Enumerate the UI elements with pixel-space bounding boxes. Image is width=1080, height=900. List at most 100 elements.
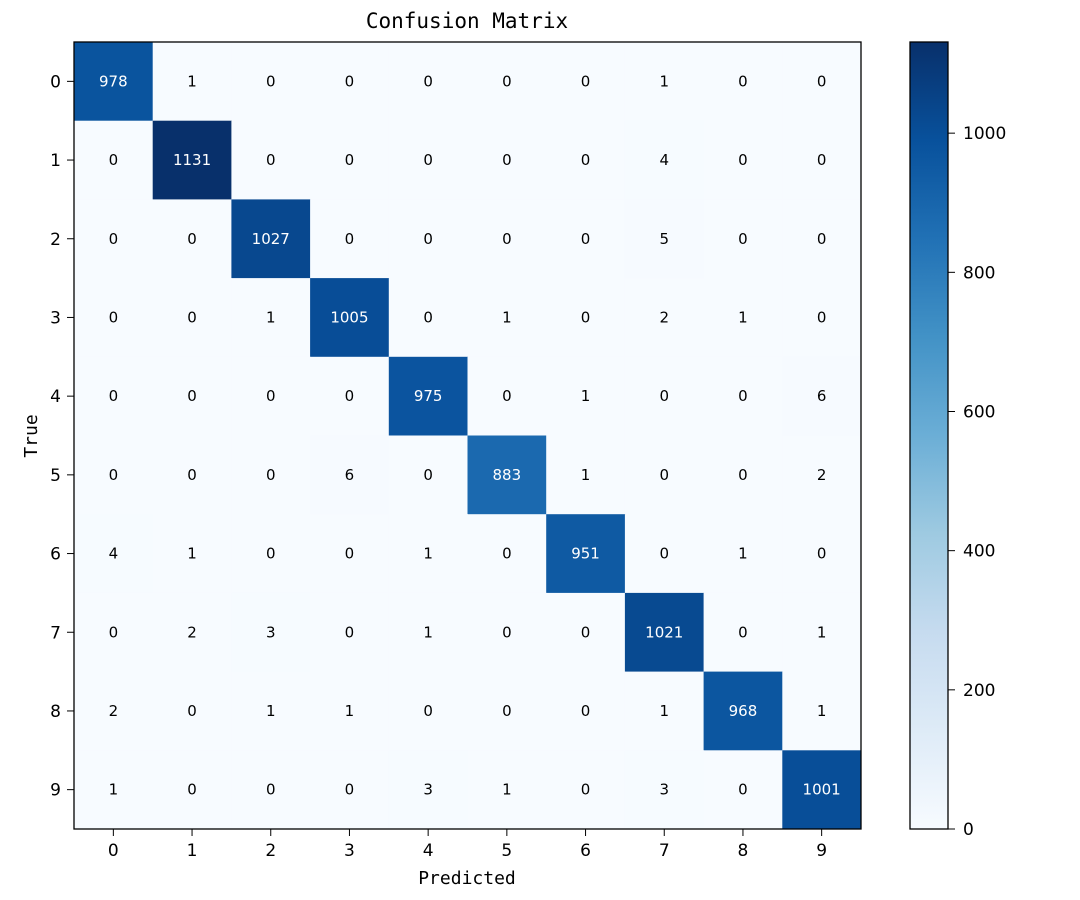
y-axis-ticks: 0 1 2 3 4 5 6 7 8 9 — [50, 72, 74, 801]
x-tick-label: 5 — [501, 841, 512, 861]
cell-value-r2-c5: 0 — [502, 230, 512, 248]
cell-value-r4-c5: 0 — [502, 387, 512, 405]
cell-value-r7-c5: 0 — [502, 623, 512, 641]
cell-value-r9-c4: 3 — [423, 781, 433, 799]
x-tick-label: 3 — [344, 841, 355, 861]
heatmap-cell-r5-c3 — [310, 435, 390, 515]
heatmap-cell-r8-c2 — [231, 671, 311, 751]
heatmap-cell-r3-c3 — [310, 278, 390, 358]
heatmap-cell-r2-c6 — [546, 199, 626, 279]
heatmap-cell-r6-c9 — [782, 514, 862, 594]
heatmap-cells — [74, 42, 862, 830]
heatmap-cell-r7-c0 — [74, 592, 154, 673]
heatmap-cell-r3-c8 — [703, 278, 783, 358]
x-tick-label: 8 — [738, 841, 749, 861]
cell-value-r8-c6: 0 — [581, 702, 591, 720]
cell-value-r3-c4: 0 — [423, 308, 433, 326]
cell-value-r6-c5: 0 — [502, 545, 512, 563]
cell-value-r9-c6: 0 — [581, 781, 591, 799]
cell-value-r6-c6: 951 — [571, 545, 600, 563]
cell-value-r8-c9: 1 — [817, 702, 827, 720]
heatmap-cell-r8-c6 — [546, 671, 626, 751]
cell-value-r7-c2: 3 — [266, 623, 276, 641]
cell-value-r2-c4: 0 — [423, 230, 433, 248]
heatmap-cell-r7-c7 — [624, 592, 705, 673]
cell-value-r1-c8: 0 — [738, 151, 748, 169]
heatmap-cell-r5-c6 — [546, 435, 626, 515]
colorbar-tick-label: 1000 — [963, 124, 1006, 144]
heatmap-cell-r6-c0 — [74, 514, 154, 594]
heatmap-cell-r4-c4 — [388, 356, 468, 436]
heatmap-cell-r1-c7 — [624, 120, 705, 200]
cell-value-r9-c0: 1 — [109, 781, 119, 799]
cell-value-r6-c9: 0 — [817, 545, 827, 563]
cell-value-r9-c2: 0 — [266, 781, 276, 799]
cell-value-r7-c0: 0 — [109, 623, 119, 641]
y-tick-label: 4 — [50, 387, 61, 407]
heatmap-cell-r9-c7 — [624, 750, 705, 830]
cell-value-r1-c0: 0 — [109, 151, 119, 169]
heatmap-cell-r0-c2 — [231, 42, 311, 122]
cell-value-r6-c2: 0 — [266, 545, 276, 563]
heatmap-cell-r3-c6 — [546, 278, 626, 358]
cell-value-r3-c7: 2 — [659, 308, 669, 326]
heatmap-cell-r2-c3 — [310, 199, 390, 279]
heatmap-cell-r4-c6 — [546, 356, 626, 436]
heatmap-cell-r2-c1 — [152, 199, 232, 279]
heatmap-cell-r6-c4 — [388, 514, 468, 594]
colorbar-tick-label: 400 — [963, 542, 995, 562]
heatmap-cell-r4-c5 — [467, 356, 547, 436]
cell-value-r0-c4: 0 — [423, 72, 433, 90]
cell-value-r0-c6: 0 — [581, 72, 591, 90]
heatmap-cell-r7-c3 — [310, 592, 390, 673]
cell-value-r5-c5: 883 — [493, 466, 522, 484]
heatmap-cell-r3-c0 — [74, 278, 154, 358]
heatmap-cell-r7-c9 — [782, 592, 862, 673]
cell-value-r8-c5: 0 — [502, 702, 512, 720]
cell-value-r5-c6: 1 — [581, 466, 591, 484]
colorbar-ticks: 0 200 400 600 800 1000 — [948, 124, 1006, 840]
cell-value-r7-c9: 1 — [817, 623, 827, 641]
heatmap-cell-r7-c5 — [467, 592, 547, 673]
cell-value-r4-c3: 0 — [345, 387, 355, 405]
heatmap-cell-r2-c9 — [782, 199, 862, 279]
y-tick-label: 0 — [50, 72, 61, 92]
cell-value-r1-c7: 4 — [659, 151, 669, 169]
cell-value-r3-c3: 1005 — [330, 308, 368, 326]
heatmap-cell-r0-c0 — [74, 42, 154, 122]
cell-value-r8-c3: 1 — [345, 702, 355, 720]
cell-value-r7-c7: 1021 — [645, 623, 683, 641]
heatmap-cell-r1-c5 — [467, 120, 547, 200]
cell-value-r1-c5: 0 — [502, 151, 512, 169]
x-tick-label: 1 — [187, 841, 198, 861]
x-tick-label: 2 — [265, 841, 276, 861]
heatmap-cell-r0-c4 — [388, 42, 468, 122]
heatmap-cell-r9-c8 — [703, 750, 783, 830]
heatmap-cell-r7-c1 — [152, 592, 232, 673]
heatmap-cell-r4-c9 — [782, 356, 862, 436]
heatmap-cell-r2-c5 — [467, 199, 547, 279]
x-tick-label: 0 — [108, 841, 119, 861]
heatmap-cell-r8-c1 — [152, 671, 232, 751]
cell-value-r4-c6: 1 — [581, 387, 591, 405]
cell-value-r4-c1: 0 — [187, 387, 197, 405]
y-tick-label: 7 — [50, 623, 61, 643]
heatmap-cell-r6-c1 — [152, 514, 232, 594]
heatmap-cell-r7-c6 — [546, 592, 626, 673]
cell-value-r9-c1: 0 — [187, 781, 197, 799]
heatmap-cell-r5-c1 — [152, 435, 232, 515]
heatmap-cell-r0-c9 — [782, 42, 862, 122]
heatmap-cell-r0-c1 — [152, 42, 232, 122]
heatmap-cell-r0-c7 — [624, 42, 705, 122]
heatmap-cell-r5-c5 — [467, 435, 547, 515]
heatmap-cell-r1-c0 — [74, 120, 154, 200]
y-tick-label: 5 — [50, 466, 61, 486]
heatmap-cell-r9-c0 — [74, 750, 154, 830]
colorbar-tick-label: 0 — [963, 820, 974, 840]
cell-value-r5-c3: 6 — [345, 466, 355, 484]
heatmap-cell-r1-c6 — [546, 120, 626, 200]
heatmap-cell-r3-c1 — [152, 278, 232, 358]
heatmap-cell-r1-c4 — [388, 120, 468, 200]
heatmap-cell-r4-c2 — [231, 356, 311, 436]
cell-value-r7-c1: 2 — [187, 623, 197, 641]
